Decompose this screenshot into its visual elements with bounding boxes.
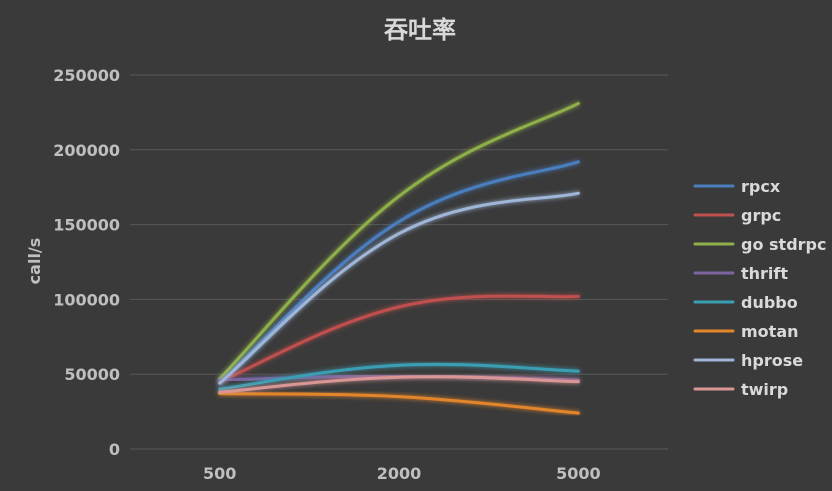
series-line [218,375,580,394]
y-tick-label: 250000 [53,66,120,85]
x-tick-labels: 500 2000 5000 [203,464,601,483]
gridlines [130,74,668,450]
y-axis-label: call/s [25,238,44,285]
series-line [218,101,580,381]
y-tick-labels: 0 50000 100000 150000 200000 250000 [53,66,120,459]
y-tick-label: 150000 [53,216,120,235]
legend-label: twirp [741,380,788,399]
y-tick-label: 0 [109,440,120,459]
legend-label: dubbo [741,293,798,312]
x-tick-label: 500 [203,464,236,483]
legend-label: go stdrpc [741,235,826,254]
legend-label: hprose [741,351,803,370]
series-line [218,362,580,391]
legend-label: thrift [741,264,788,283]
y-tick-label: 50000 [64,365,120,384]
chart-title: 吞吐率 [384,16,456,44]
y-tick-label: 100000 [53,290,120,309]
x-tick-label: 2000 [377,464,422,483]
series-line [218,191,580,385]
series-lines [218,101,580,415]
y-tick-label: 200000 [53,141,120,160]
series-line [218,294,580,384]
legend-label: rpcx [741,177,781,196]
x-tick-label: 5000 [556,464,601,483]
series-line [218,160,580,385]
legend: rpcx grpc go stdrpc thrift dubbo motan hprose t… [693,177,826,399]
series-line [218,392,580,415]
legend-label: grpc [741,206,781,225]
legend-label: motan [741,322,799,341]
